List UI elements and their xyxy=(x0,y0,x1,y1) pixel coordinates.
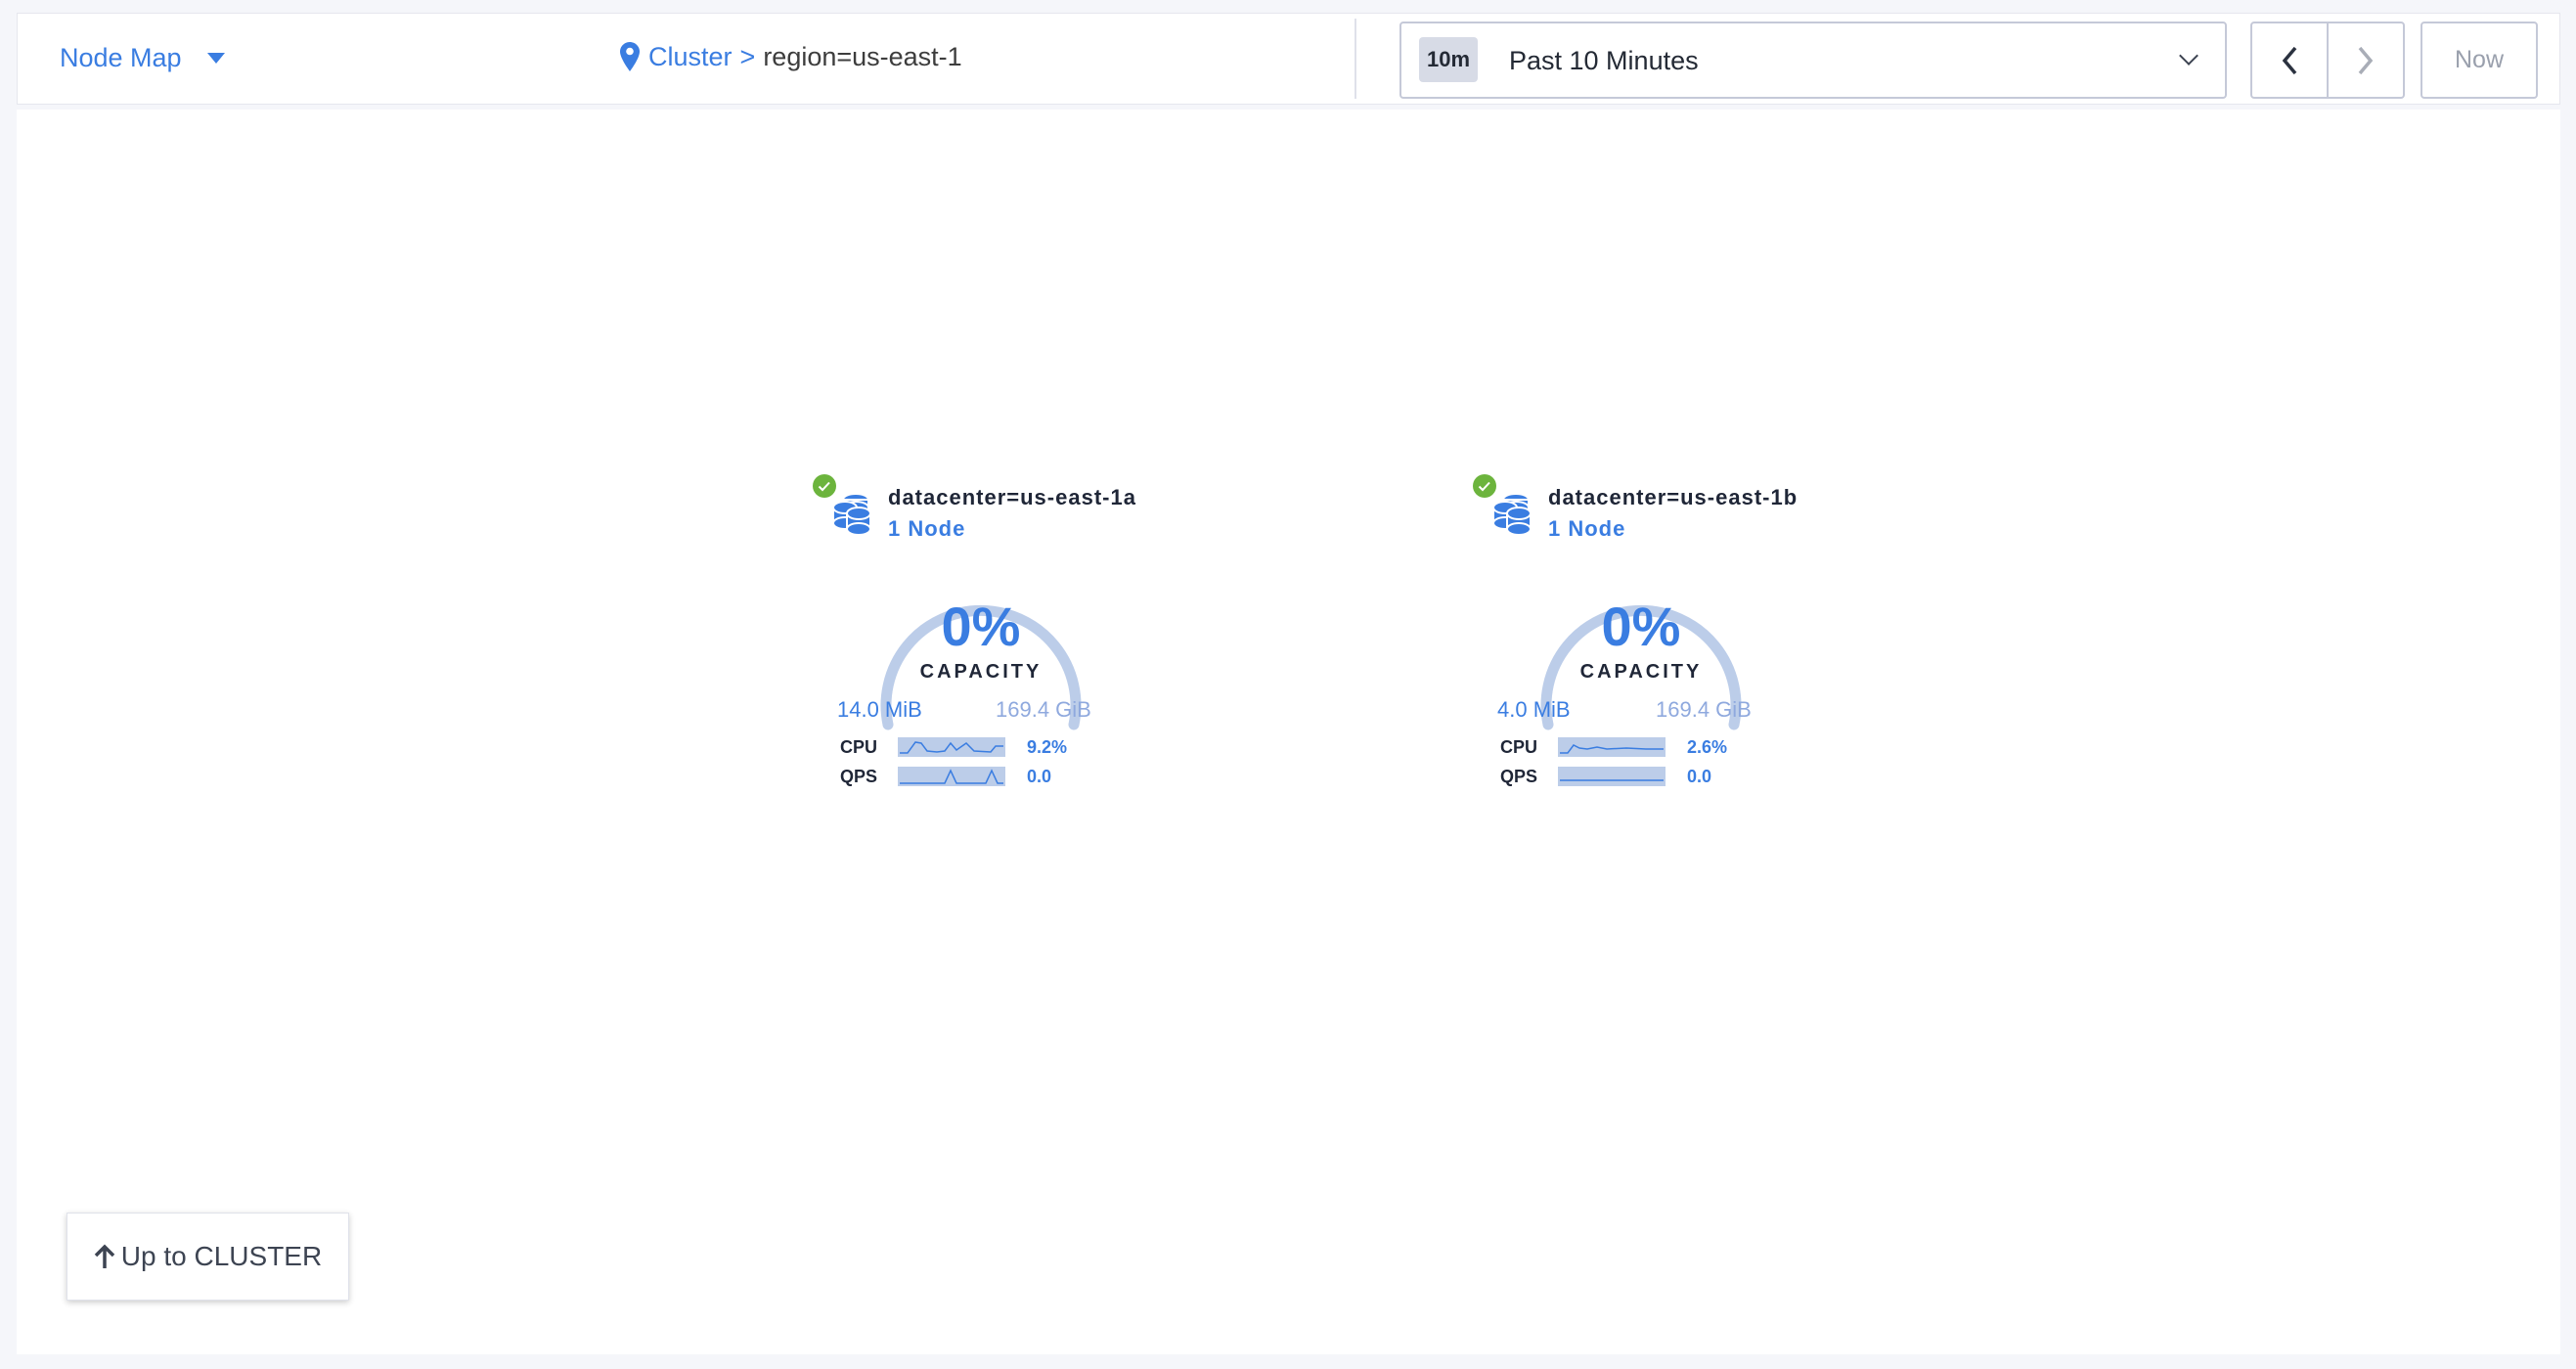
arrow-up-icon xyxy=(94,1244,115,1268)
node-map-canvas: datacenter=us-east-1a 1 Node 0% CAPACITY… xyxy=(17,110,2560,1354)
qps-label: QPS xyxy=(1500,767,1538,786)
qps-value: 0.0 xyxy=(1687,767,1712,786)
capacity-gauge xyxy=(880,604,1082,730)
capacity-gauge xyxy=(1540,604,1742,730)
locality-name: datacenter=us-east-1a xyxy=(888,485,1136,509)
used-capacity: 14.0 MiB xyxy=(837,697,922,722)
divider xyxy=(1355,19,1356,99)
chevron-left-icon xyxy=(2282,46,2297,74)
cpu-label: CPU xyxy=(840,737,878,757)
qps-value: 0.0 xyxy=(1027,767,1052,786)
node-count-link[interactable]: 1 Node xyxy=(888,516,966,541)
locality-card[interactable]: datacenter=us-east-1a 1 Node 0% CAPACITY… xyxy=(805,458,1177,790)
sparkline-background xyxy=(898,767,1005,786)
cpu-value: 9.2% xyxy=(1027,737,1068,757)
locality-name: datacenter=us-east-1b xyxy=(1548,485,1799,509)
capacity-label: CAPACITY xyxy=(1579,661,1703,683)
up-to-cluster-label: Up to CLUSTER xyxy=(120,1241,323,1271)
breadcrumb-cluster-link[interactable]: Cluster xyxy=(648,41,733,71)
view-selector-dropdown[interactable]: Node Map xyxy=(60,43,225,73)
time-range-badge: 10m xyxy=(1419,37,1478,82)
view-selector-label: Node Map xyxy=(60,43,182,72)
breadcrumb: Cluster > region=us-east-1 xyxy=(619,41,962,72)
total-capacity: 169.4 GiB xyxy=(1656,697,1752,722)
database-icon xyxy=(1492,493,1532,535)
up-to-cluster-button[interactable]: Up to CLUSTER xyxy=(67,1213,349,1301)
breadcrumb-current: region=us-east-1 xyxy=(763,41,962,71)
time-range-dropdown[interactable]: 10m Past 10 Minutes xyxy=(1399,22,2227,99)
sparkline-line xyxy=(900,741,1003,754)
cpu-sparkline xyxy=(898,737,1005,757)
healthy-check-icon xyxy=(1473,474,1496,498)
capacity-percent: 0% xyxy=(941,596,1021,657)
caret-down-icon xyxy=(206,53,225,64)
previous-time-button[interactable] xyxy=(2252,23,2327,97)
time-nav-group xyxy=(2250,22,2405,99)
sparkline-background xyxy=(1558,737,1666,757)
locality-card[interactable]: datacenter=us-east-1b 1 Node 0% CAPACITY… xyxy=(1465,458,1837,790)
map-pin-icon xyxy=(620,42,640,71)
sparkline-line xyxy=(1560,744,1664,754)
total-capacity: 169.4 GiB xyxy=(996,697,1091,722)
cpu-label: CPU xyxy=(1500,737,1538,757)
sparkline-line xyxy=(900,769,1003,784)
cpu-value: 2.6% xyxy=(1687,737,1728,757)
qps-label: QPS xyxy=(840,767,878,786)
used-capacity: 4.0 MiB xyxy=(1497,697,1571,722)
database-icon xyxy=(832,493,871,535)
sparkline-background xyxy=(1558,767,1666,786)
chevron-right-icon xyxy=(2358,46,2374,74)
qps-sparkline xyxy=(1558,767,1666,786)
node-count-link[interactable]: 1 Node xyxy=(1548,516,1626,541)
next-time-button[interactable] xyxy=(2327,23,2403,97)
capacity-percent: 0% xyxy=(1601,596,1681,657)
capacity-label: CAPACITY xyxy=(919,661,1043,683)
cpu-sparkline xyxy=(1558,737,1666,757)
sparkline-background xyxy=(898,737,1005,757)
chevron-down-icon xyxy=(2179,46,2198,66)
healthy-check-icon xyxy=(813,474,836,498)
breadcrumb-separator: > xyxy=(739,41,756,71)
qps-sparkline xyxy=(898,767,1005,786)
top-bar: Node Map Cluster > region=us-east-1 10m … xyxy=(17,13,2560,105)
time-range-label: Past 10 Minutes xyxy=(1509,46,1699,75)
now-button[interactable]: Now xyxy=(2421,22,2538,99)
